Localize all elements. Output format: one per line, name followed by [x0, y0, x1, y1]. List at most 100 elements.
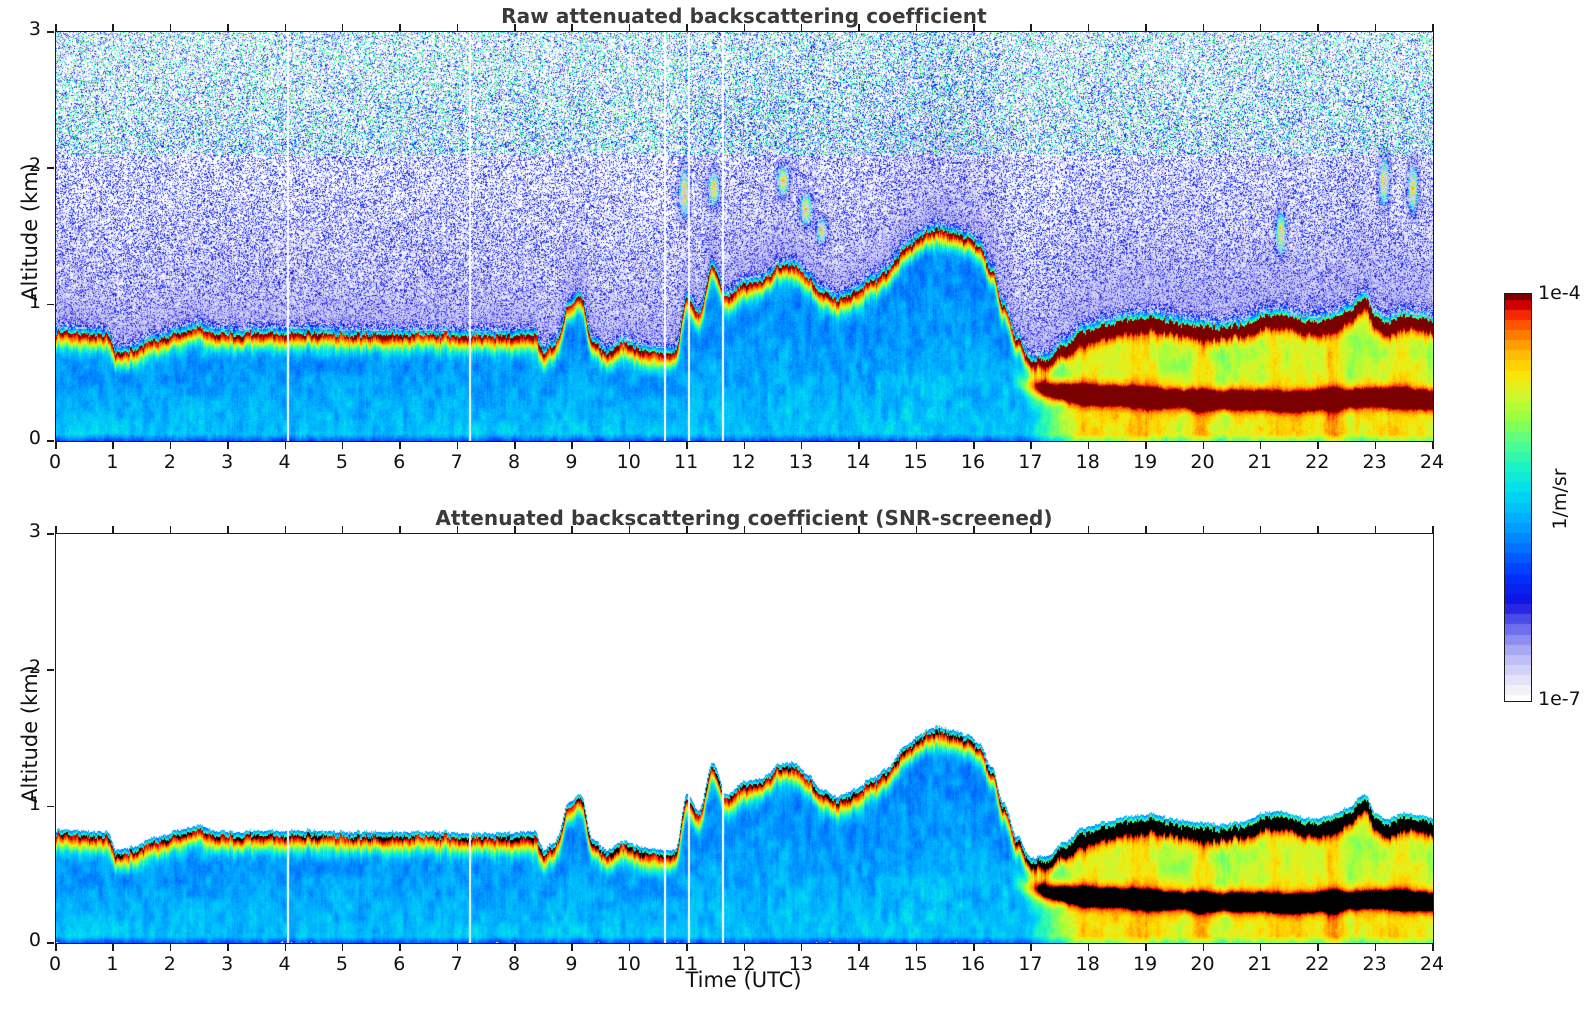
x-tick: [399, 944, 401, 951]
x-tick-top: [915, 24, 918, 31]
x-tick-top: [456, 526, 459, 533]
x-tick-top: [1202, 24, 1205, 31]
x-tick-top: [227, 526, 229, 533]
colorbar: 1e-4 1e-7 1/m/sr: [1490, 270, 1595, 720]
y-tick-label: 2: [28, 656, 41, 679]
x-tick-top: [169, 526, 172, 533]
x-tick: [514, 442, 516, 449]
y-tick-label: 1: [28, 792, 41, 815]
x-tick-label: 22: [1305, 451, 1330, 473]
x-tick-label: 22: [1305, 953, 1330, 975]
x-tick-top: [1030, 24, 1032, 31]
x-tick: [514, 944, 516, 951]
x-tick: [1432, 944, 1434, 951]
x-tick-label: 23: [1362, 953, 1387, 975]
x-tick: [800, 442, 803, 449]
x-tick-label: 0: [48, 953, 62, 975]
x-tick: [1374, 944, 1377, 951]
x-tick-label: 17: [1018, 953, 1043, 975]
x-tick-label: 23: [1362, 451, 1387, 473]
x-tick-label: 2: [163, 451, 176, 473]
x-tick: [284, 442, 287, 449]
x-tick-top: [973, 526, 975, 533]
x-tick-label: 15: [903, 953, 928, 975]
x-tick: [686, 944, 688, 951]
x-tick-top: [112, 526, 114, 533]
x-tick: [915, 442, 918, 449]
x-tick-top: [800, 526, 803, 533]
heatmap-raw: [56, 32, 1433, 441]
x-tick-top: [1432, 24, 1434, 31]
x-tick-top: [456, 24, 459, 31]
x-tick-label: 18: [1075, 451, 1100, 473]
x-tick-top: [1259, 24, 1262, 31]
x-tick: [456, 944, 459, 951]
x-tick: [1145, 442, 1147, 449]
x-tick-top: [399, 24, 401, 31]
x-tick-label: 8: [507, 451, 521, 473]
x-tick-label: 16: [960, 953, 986, 975]
x-tick: [55, 442, 57, 449]
y-tick: [47, 669, 54, 671]
x-tick: [399, 442, 401, 449]
x-tick-top: [55, 526, 57, 533]
x-tick: [1259, 944, 1262, 951]
x-tick-top: [686, 24, 688, 31]
y-tick-label: 1: [28, 290, 41, 313]
x-tick-top: [341, 24, 344, 31]
x-tick-label: 11: [674, 451, 699, 473]
x-tick-label: 19: [1133, 953, 1158, 975]
x-tick: [973, 442, 975, 449]
x-tick: [571, 442, 573, 449]
x-tick-top: [1374, 24, 1377, 31]
x-tick: [858, 442, 860, 449]
x-tick-top: [1317, 24, 1319, 31]
x-tick-label: 24: [1419, 451, 1445, 473]
colorbar-canvas: [1505, 294, 1531, 701]
x-tick-label: 20: [1190, 953, 1215, 975]
x-tick-top: [1145, 24, 1147, 31]
y-tick-label: 2: [28, 154, 41, 177]
x-tick-label: 17: [1018, 451, 1043, 473]
x-tick-label: 7: [450, 451, 463, 473]
axis-x-label: Time (UTC): [685, 968, 802, 992]
y-tick: [47, 167, 54, 169]
x-tick-top: [55, 24, 57, 31]
x-tick-label: 8: [507, 953, 521, 975]
colorbar-min-label: 1e-7: [1538, 688, 1581, 710]
x-tick-label: 1: [106, 953, 119, 975]
x-tick: [1087, 442, 1090, 449]
x-tick: [571, 944, 573, 951]
x-tick-top: [1087, 526, 1090, 533]
x-tick-label: 5: [335, 953, 348, 975]
x-tick-label: 3: [221, 451, 234, 473]
x-tick-label: 4: [278, 451, 291, 473]
x-tick: [1030, 442, 1032, 449]
x-tick-top: [973, 24, 975, 31]
x-tick: [1432, 442, 1434, 449]
x-tick-top: [915, 526, 918, 533]
x-tick: [169, 442, 172, 449]
x-tick-top: [514, 526, 516, 533]
x-tick-label: 18: [1075, 953, 1100, 975]
y-tick: [47, 31, 54, 33]
x-tick-top: [514, 24, 516, 31]
x-tick: [1317, 442, 1319, 449]
y-tick-label: 0: [28, 427, 41, 449]
panel-raw: Raw attenuated backscattering coefficien…: [0, 0, 1460, 492]
x-tick-top: [743, 24, 746, 31]
x-tick-top: [571, 24, 573, 31]
y-tick: [47, 440, 54, 442]
x-tick-label: 3: [221, 953, 234, 975]
x-tick: [858, 944, 860, 951]
x-tick-top: [227, 24, 229, 31]
x-tick: [743, 944, 746, 951]
y-tick: [47, 303, 54, 306]
x-tick-label: 2: [163, 953, 176, 975]
x-tick-label: 10: [616, 953, 641, 975]
x-tick: [284, 944, 287, 951]
x-tick-label: 14: [846, 451, 871, 473]
x-tick: [227, 944, 229, 951]
x-tick-label: 20: [1190, 451, 1215, 473]
y-tick-label: 0: [28, 929, 41, 951]
